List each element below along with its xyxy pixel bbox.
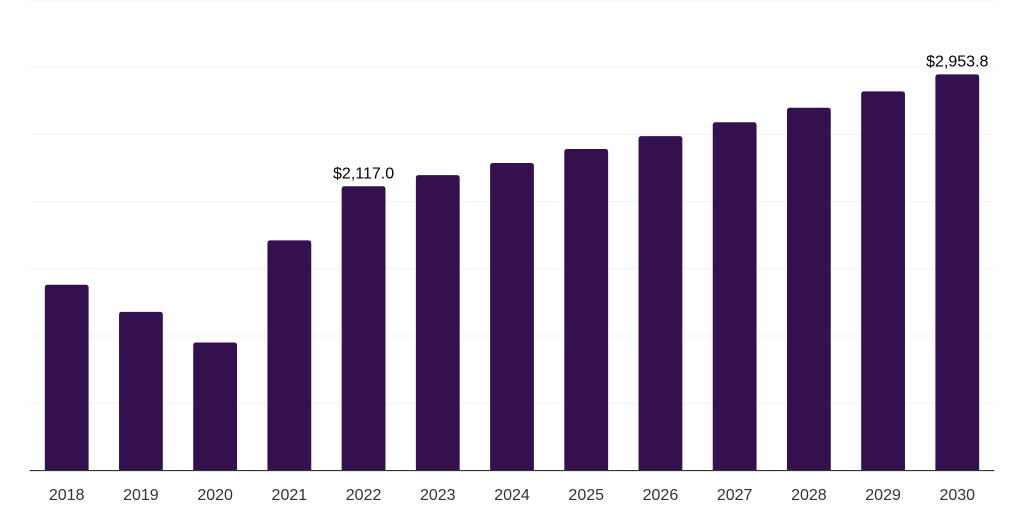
svg-text:2028: 2028 (791, 487, 827, 504)
svg-text:2025: 2025 (568, 487, 604, 504)
svg-text:2027: 2027 (717, 487, 753, 504)
svg-text:2022: 2022 (346, 487, 382, 504)
svg-text:2029: 2029 (865, 487, 901, 504)
svg-text:2018: 2018 (49, 487, 85, 504)
svg-text:2026: 2026 (643, 487, 679, 504)
svg-text:$2,117.0: $2,117.0 (333, 166, 394, 183)
svg-text:$2,953.8: $2,953.8 (926, 54, 988, 71)
svg-text:2020: 2020 (197, 487, 233, 504)
svg-text:2021: 2021 (272, 487, 308, 504)
svg-text:2024: 2024 (494, 487, 530, 504)
svg-text:2030: 2030 (939, 487, 975, 504)
svg-text:2023: 2023 (420, 487, 456, 504)
svg-text:2019: 2019 (123, 487, 159, 504)
